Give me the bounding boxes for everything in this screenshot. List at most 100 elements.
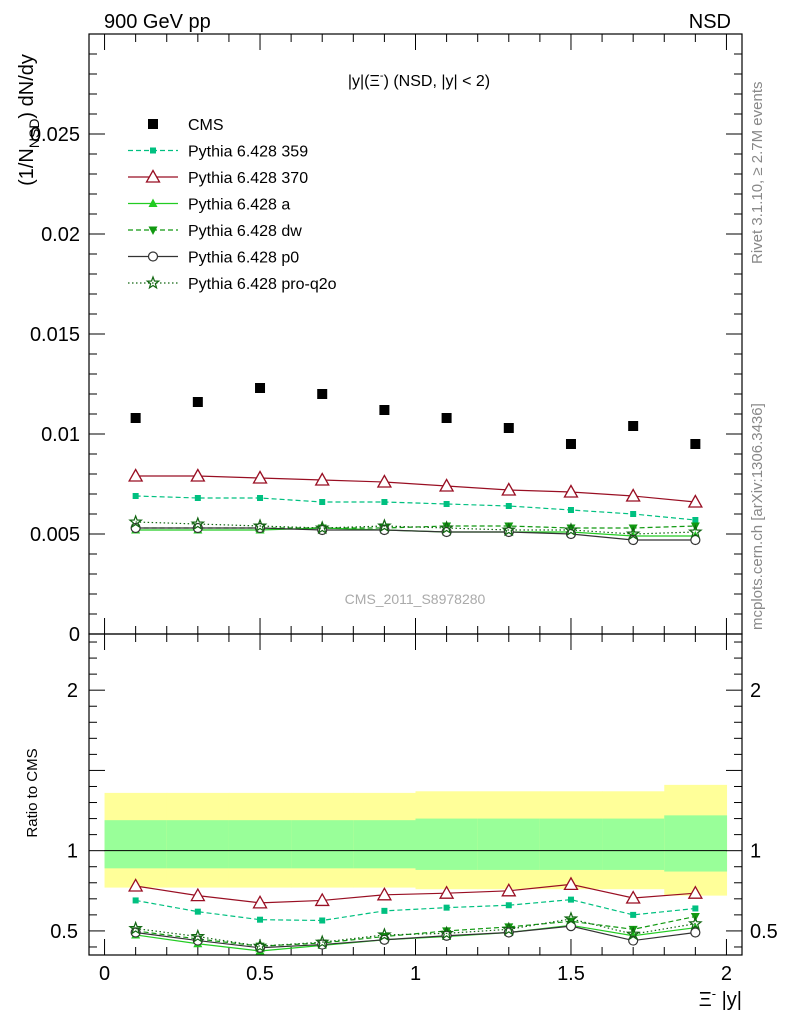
data-point: [442, 522, 452, 531]
data-point: [567, 507, 574, 513]
data-point: [501, 482, 517, 496]
ratio-point: [190, 928, 206, 943]
data-point: [438, 478, 455, 492]
ratio-point: [377, 927, 392, 942]
ratio-y-tick-label-right: 0.5: [750, 921, 778, 943]
x-axis-label: Ξ- |y|: [699, 986, 742, 1011]
series-2: [128, 468, 703, 508]
data-point: [128, 514, 143, 529]
data-point: [130, 413, 141, 423]
series-line: [135, 495, 696, 521]
ratio-point: [505, 902, 512, 909]
legend-label: CMS: [188, 117, 224, 134]
data-point: [504, 522, 514, 531]
legend-marker: [148, 119, 158, 129]
analysis-watermark: CMS_2011_S8978280: [345, 591, 486, 607]
data-point: [628, 421, 639, 431]
ratio-y-tick-label: 0.5: [50, 921, 78, 943]
inner-band-segment: [539, 818, 603, 870]
data-point: [439, 520, 454, 535]
legend-marker: [147, 251, 159, 262]
ratio-point: [625, 926, 641, 941]
legend-marker: [148, 226, 158, 235]
ratio-point: [194, 908, 201, 915]
rivet-info-label: Rivet 3.1.10, ≥ 2.7M events: [749, 82, 766, 265]
ratio-line: [135, 915, 696, 947]
data-point: [687, 494, 703, 508]
title-rest: ) (NSD, |y| < 2): [384, 73, 491, 90]
series-1: [132, 493, 699, 523]
ratio-point: [128, 878, 144, 892]
legend-marker: [150, 147, 156, 154]
ratio-point: [314, 934, 330, 949]
title-main: |y|(Ξ: [348, 73, 380, 90]
y-tick-label: 0.02: [41, 224, 80, 246]
legend-entry: Pythia 6.428 359: [128, 144, 308, 161]
series-5: [130, 522, 701, 546]
ratio-point: [381, 907, 388, 914]
ratio-uncertainty-bands: [104, 784, 728, 896]
legend-entry: CMS: [148, 117, 224, 134]
data-point: [377, 518, 392, 533]
data-point: [625, 526, 641, 541]
data-point: [692, 517, 699, 523]
series-line: [135, 527, 696, 541]
bottom-y-axis-label: Ratio to CMS: [24, 748, 41, 837]
ratio-point: [692, 905, 699, 912]
data-point: [630, 511, 637, 517]
data-point: [688, 524, 703, 539]
data-point: [690, 439, 701, 449]
data-point: [317, 389, 328, 399]
legend-label: Pythia 6.428 359: [188, 144, 308, 161]
series-6: [128, 514, 703, 541]
ratio-y-tick-label: 1: [67, 841, 78, 863]
inner-band-segment: [477, 818, 541, 870]
ratio-point: [439, 925, 454, 940]
ratio-point: [687, 885, 703, 899]
legend: CMS Pythia 6.428 359 Pythia 6.428 370 Pythi…: [128, 117, 337, 293]
ratio-y-tick-label-right: 2: [750, 680, 761, 702]
xlabel-main: Ξ: [699, 989, 712, 1011]
series-0: [130, 383, 701, 449]
data-point: [566, 524, 576, 533]
data-point: [314, 520, 330, 535]
legend-marker: [145, 169, 161, 183]
data-point: [505, 503, 512, 509]
inner-band-segment: [291, 820, 354, 869]
y-tick-label: 0.01: [41, 424, 80, 446]
x-tick-label: 0.5: [246, 963, 274, 985]
legend-label: Pythia 6.428 pro-q2o: [188, 276, 337, 293]
ylabel-rest: ) dN/dy: [16, 54, 38, 118]
ratio-point: [132, 897, 139, 904]
ratio-y-tick-label-right: 1: [750, 841, 761, 863]
ratio-series-0: [132, 896, 699, 924]
data-point: [503, 423, 514, 433]
ratio-point: [625, 890, 641, 904]
ratio-series-5: [128, 911, 703, 953]
data-point: [255, 383, 266, 393]
legend-entry: Pythia 6.428 p0: [128, 250, 299, 267]
ratio-point: [630, 911, 637, 918]
data-point: [314, 472, 330, 486]
inner-band-segment: [415, 818, 479, 870]
ratio-point: [688, 915, 703, 930]
data-point: [443, 501, 450, 507]
data-point: [565, 439, 576, 449]
inner-band-segment: [353, 820, 417, 869]
ratio-point: [319, 917, 326, 924]
ratio-series-1: [128, 876, 703, 909]
data-point: [501, 522, 517, 537]
ratio-line: [135, 883, 696, 904]
data-point: [190, 468, 206, 482]
ylabel-main: (1/N: [16, 148, 38, 186]
legend-entry: Pythia 6.428 pro-q2o: [128, 275, 337, 293]
ratio-line: [135, 899, 696, 922]
data-point: [563, 484, 579, 498]
ratio-point: [563, 911, 579, 926]
series-line: [135, 521, 696, 535]
legend-entry: Pythia 6.428 dw: [128, 223, 302, 240]
data-point: [252, 518, 268, 533]
data-point: [625, 488, 641, 502]
y-tick-label: 0.005: [30, 524, 80, 546]
